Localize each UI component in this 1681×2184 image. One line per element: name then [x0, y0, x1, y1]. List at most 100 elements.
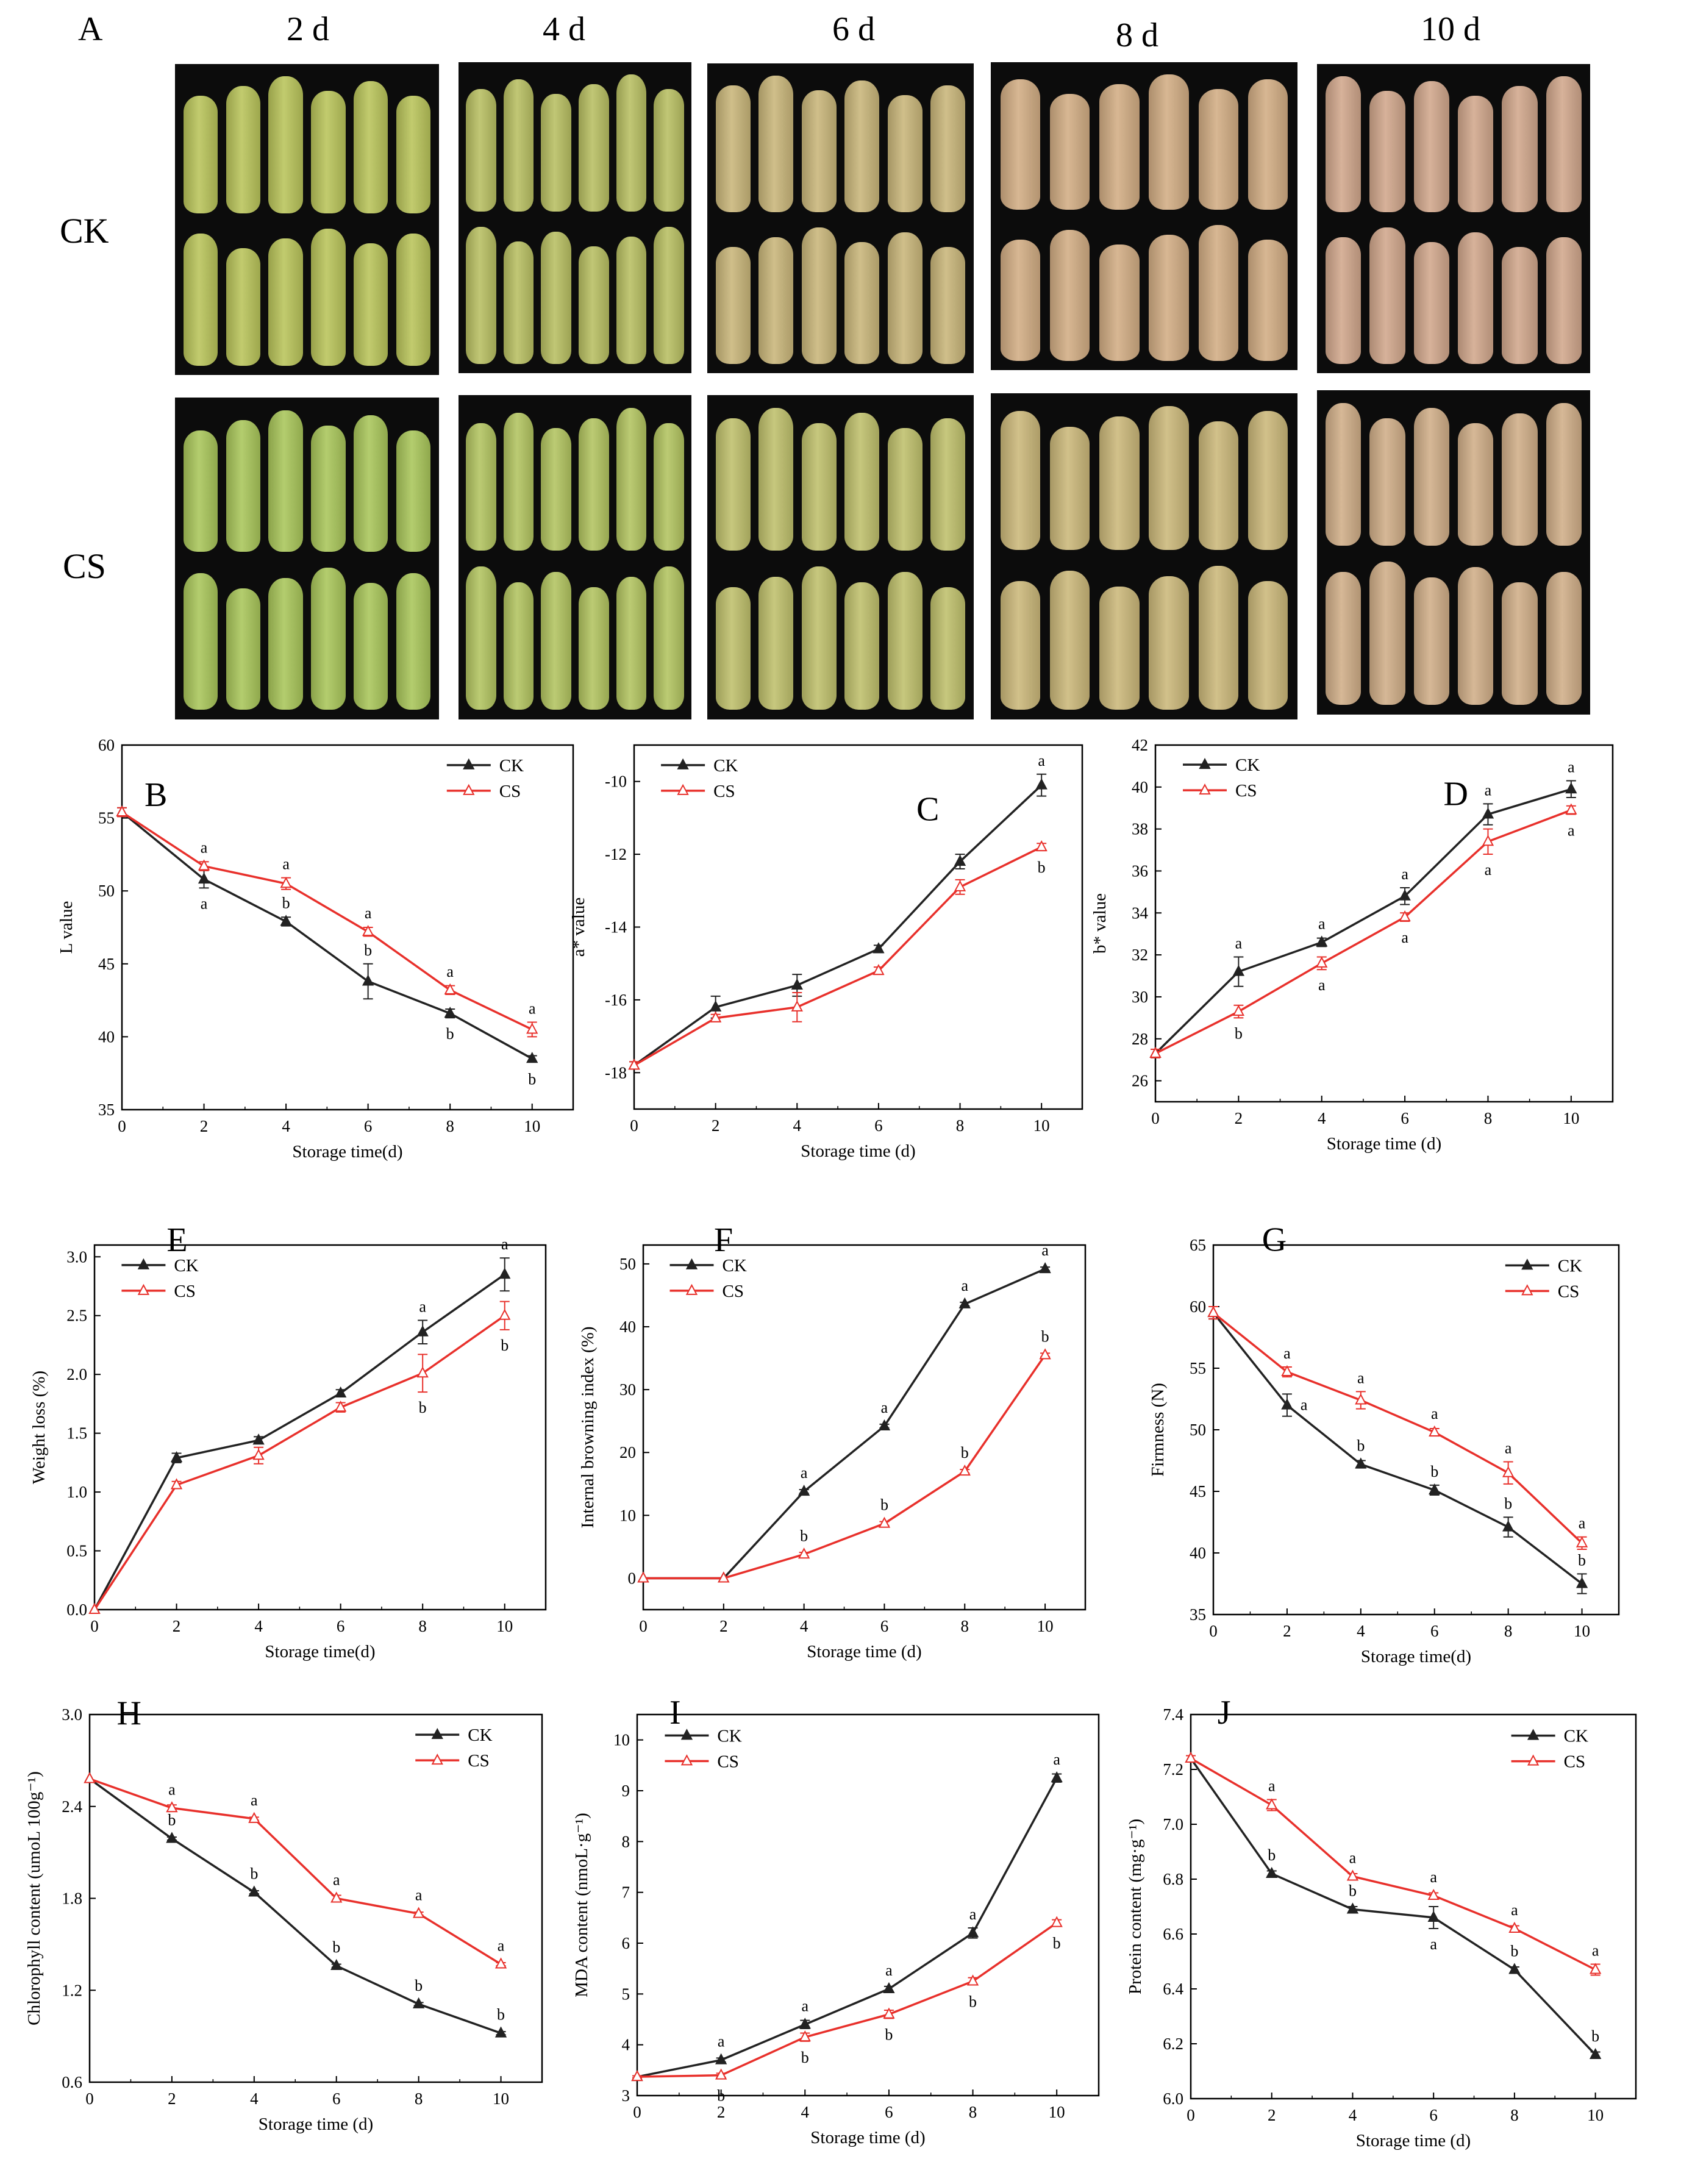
significance-label: b — [1268, 1846, 1276, 1864]
data-point — [1035, 778, 1048, 790]
pod — [578, 246, 609, 364]
data-point — [954, 854, 966, 866]
data-point — [88, 1602, 101, 1614]
y-tick-label: 6.0 — [1163, 2089, 1183, 2108]
data-point — [526, 1052, 538, 1063]
y-tick-label: 40 — [1132, 778, 1148, 796]
row-label-ck: CK — [60, 211, 109, 251]
series-line — [643, 1354, 1046, 1580]
pod — [1247, 581, 1288, 710]
series-cs: a a a a a — [116, 805, 538, 1038]
series-ck: b b b b b — [84, 1772, 507, 2038]
series-cs: b a a a a — [1149, 803, 1577, 1058]
data-point — [84, 1772, 96, 1783]
series-line — [633, 784, 1043, 1066]
series-line — [89, 1777, 502, 1966]
y-tick-label: 2.4 — [62, 1797, 82, 1816]
data-point — [248, 1885, 260, 1897]
data-point — [878, 1516, 891, 1528]
pod — [1149, 576, 1189, 710]
data-point — [631, 2070, 643, 2082]
pod — [354, 583, 388, 710]
legend-marker — [1527, 1729, 1540, 1740]
y-tick-label: 65 — [1190, 1236, 1206, 1254]
x-tick-label: 0 — [118, 1117, 126, 1135]
day-label-10d: 10 d — [1421, 10, 1480, 48]
significance-label: a — [1041, 1241, 1049, 1259]
significance-label: a — [718, 2033, 725, 2050]
x-tick-label: 10 — [524, 1117, 540, 1135]
significance-label: b — [1357, 1437, 1365, 1455]
series-cs: a a a a a — [1207, 1305, 1588, 1550]
pod — [226, 85, 260, 213]
pod — [758, 407, 794, 551]
data-point — [883, 1982, 895, 1993]
data-point — [799, 2030, 811, 2042]
pod — [466, 423, 496, 551]
pod — [801, 90, 837, 212]
photo-cs-6d — [707, 395, 974, 719]
pod — [715, 418, 751, 551]
pod — [930, 246, 966, 364]
legend-label: CS — [1564, 1752, 1585, 1772]
series-cs: b b b b b — [631, 1916, 1063, 2105]
x-tick-label: 6 — [332, 2089, 341, 2108]
data-point — [1266, 1798, 1278, 1810]
y-tick-label: 32 — [1132, 946, 1148, 964]
x-tick-label: 10 — [1049, 2103, 1065, 2121]
pod — [1050, 571, 1090, 710]
x-axis-title: Storage time (d) — [807, 1642, 921, 1661]
pod — [466, 88, 496, 212]
data-point — [1346, 1869, 1359, 1881]
x-tick-label: 10 — [1037, 1617, 1054, 1635]
significance-label: a — [501, 1235, 509, 1253]
significance-label: a — [415, 1886, 423, 1904]
pod — [1198, 421, 1238, 550]
pod — [311, 228, 346, 366]
legend-label: CS — [713, 782, 735, 801]
pod — [503, 582, 534, 710]
pod — [654, 88, 684, 212]
legend: CK CS — [669, 1256, 747, 1301]
data-point — [1502, 1466, 1515, 1477]
pod — [354, 80, 388, 213]
data-point — [252, 1449, 265, 1460]
x-tick-label: 2 — [719, 1617, 728, 1635]
pod — [616, 74, 647, 212]
pod — [844, 241, 880, 364]
significance-label: a — [1592, 1942, 1599, 1960]
x-tick-label: 2 — [712, 1116, 720, 1135]
data-point — [1482, 807, 1494, 819]
significance-label: a — [1431, 1405, 1438, 1422]
pod — [715, 587, 751, 710]
plot-frame — [1190, 1713, 1637, 2100]
legend-marker — [1521, 1284, 1533, 1296]
panel-letter: J — [1218, 1694, 1231, 1732]
x-tick-label: 2 — [1283, 1622, 1291, 1640]
panel-a-letter: A — [78, 10, 103, 48]
plot-frame — [121, 744, 574, 1111]
y-tick-label: 6.8 — [1163, 1870, 1183, 1888]
x-tick-label: 4 — [793, 1116, 802, 1135]
y-axis-title: Weight loss (%) — [29, 1371, 49, 1484]
significance-label: a — [282, 855, 290, 873]
pod — [1369, 227, 1405, 364]
significance-label: a — [201, 839, 208, 857]
legend-label: CS — [1558, 1282, 1579, 1301]
y-tick-label: 4 — [622, 2036, 630, 2054]
significance-label: a — [529, 999, 536, 1017]
pod — [616, 407, 647, 551]
plot-frame — [636, 1713, 1100, 2097]
y-tick-label: 28 — [1132, 1030, 1148, 1048]
data-point — [1346, 1902, 1359, 1914]
legend-label: CK — [499, 756, 524, 776]
significance-label: b — [1349, 1882, 1357, 1900]
chart-f: 0 2 4 6 8 10 0 10 20 30 40 50 Storage time (d) Intern… — [578, 1221, 1087, 1661]
legend-marker — [680, 1754, 693, 1766]
y-tick-label: 50 — [98, 882, 115, 900]
legend-label: CS — [723, 1282, 744, 1301]
x-tick-label: 8 — [415, 2089, 423, 2108]
pod — [1198, 225, 1238, 361]
significance-label: b — [497, 2006, 505, 2024]
data-point — [1281, 1398, 1293, 1410]
